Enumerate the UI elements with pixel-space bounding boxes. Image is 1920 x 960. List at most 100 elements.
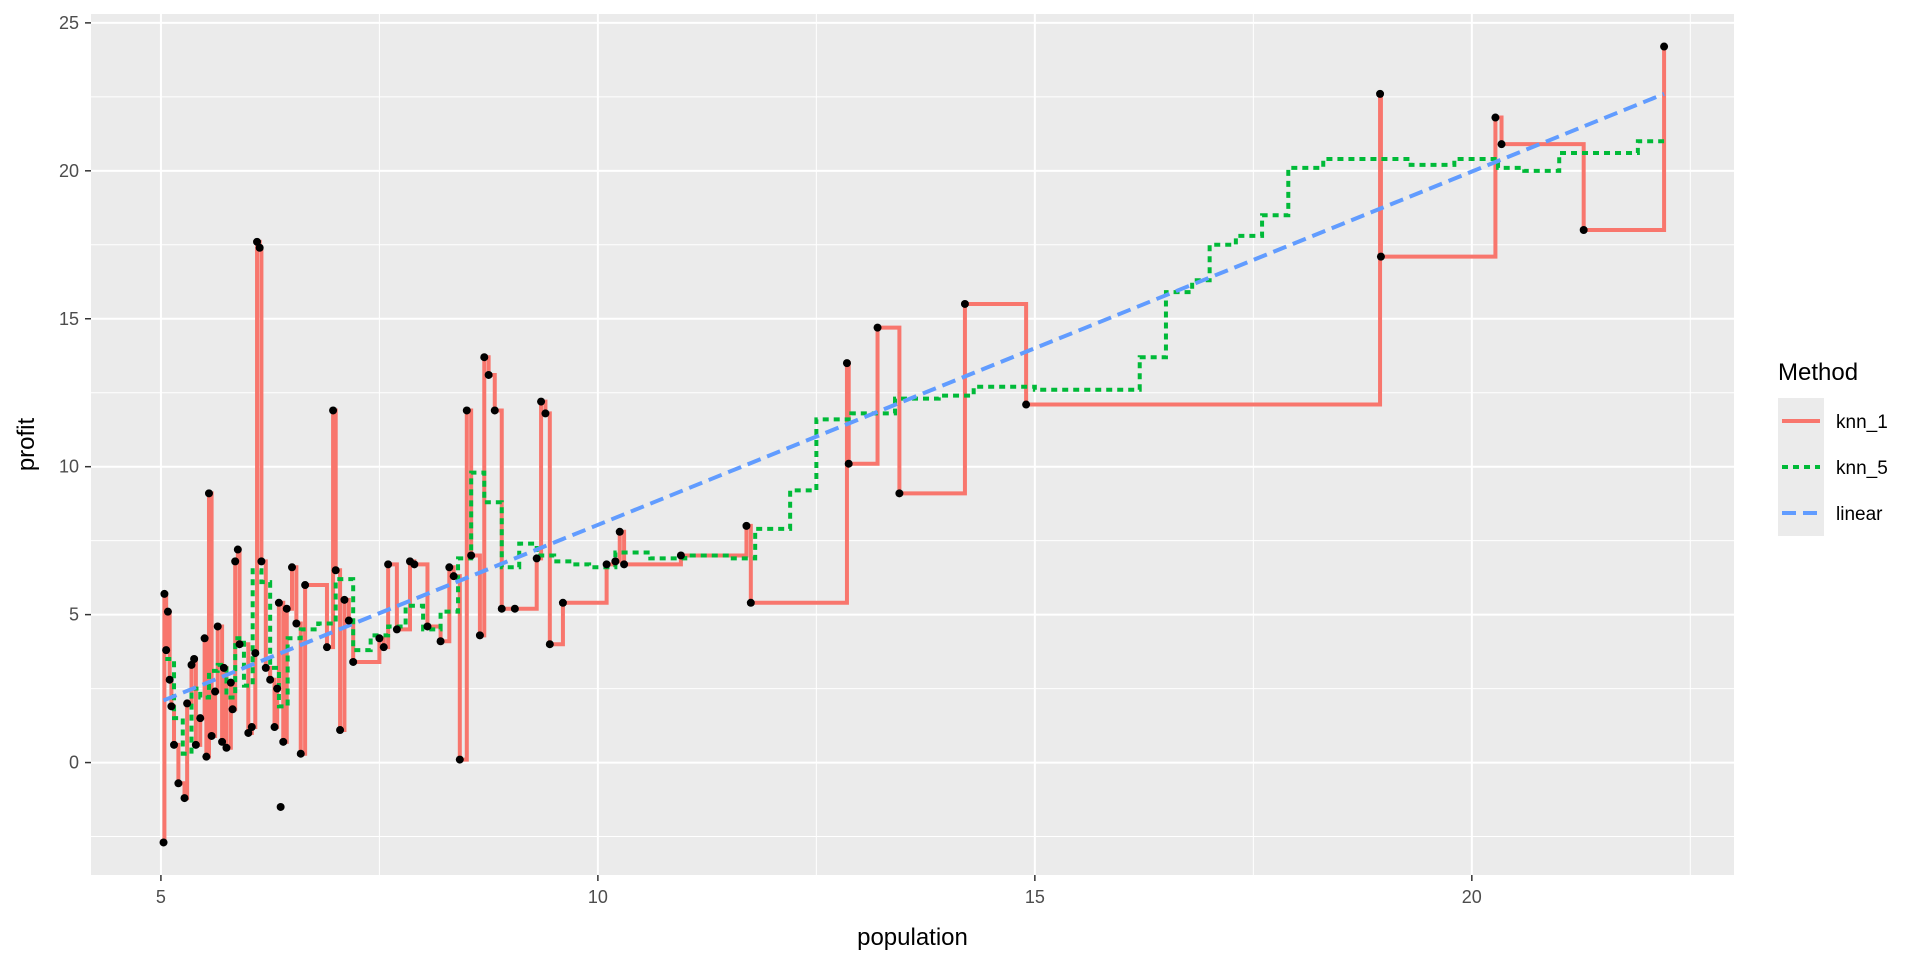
data-point bbox=[163, 607, 172, 616]
data-point bbox=[196, 714, 205, 723]
y-axis-title: profit bbox=[13, 417, 40, 471]
data-point bbox=[279, 737, 288, 746]
data-point bbox=[1022, 400, 1031, 409]
data-point bbox=[844, 459, 853, 468]
data-point bbox=[558, 598, 567, 607]
data-point bbox=[301, 581, 310, 590]
data-point bbox=[611, 557, 620, 566]
data-point bbox=[423, 622, 432, 631]
data-point bbox=[436, 637, 445, 646]
data-point bbox=[261, 663, 270, 672]
data-point bbox=[475, 631, 484, 640]
x-tick-label: 15 bbox=[1025, 887, 1045, 907]
legend-label-knn-5: knn_5 bbox=[1836, 458, 1888, 479]
data-point bbox=[247, 723, 256, 732]
data-point bbox=[497, 604, 506, 613]
data-point bbox=[274, 598, 283, 607]
data-point bbox=[344, 616, 353, 625]
x-tick-label: 5 bbox=[156, 887, 166, 907]
data-point bbox=[392, 625, 401, 634]
data-point bbox=[1660, 42, 1669, 51]
data-point bbox=[1497, 140, 1506, 149]
data-point bbox=[742, 521, 751, 530]
axis-ticks bbox=[85, 22, 1473, 881]
data-point bbox=[174, 779, 183, 788]
legend-label-linear: linear bbox=[1836, 504, 1883, 525]
data-point bbox=[190, 655, 199, 664]
data-point bbox=[160, 589, 169, 598]
data-point bbox=[218, 737, 227, 746]
data-point bbox=[296, 749, 305, 758]
data-point bbox=[162, 646, 171, 655]
points-layer bbox=[159, 42, 1669, 847]
data-point bbox=[340, 595, 349, 604]
data-point bbox=[1491, 113, 1500, 122]
data-point bbox=[462, 406, 471, 415]
data-point bbox=[484, 370, 493, 379]
y-tick-label: 10 bbox=[59, 457, 79, 477]
y-tick-label: 20 bbox=[59, 161, 79, 181]
data-point bbox=[204, 489, 213, 498]
data-point bbox=[288, 563, 297, 572]
data-point bbox=[191, 740, 200, 749]
data-point bbox=[384, 560, 393, 569]
data-point bbox=[292, 619, 301, 628]
data-point bbox=[167, 702, 176, 711]
x-axis-title: population bbox=[857, 924, 968, 951]
data-point bbox=[219, 663, 228, 672]
data-point bbox=[255, 243, 264, 252]
axis-tick-labels: 5 10 15 20 0 5 10 15 20 25 bbox=[59, 13, 1482, 907]
data-point bbox=[183, 699, 192, 708]
data-point bbox=[282, 604, 291, 613]
data-point bbox=[226, 678, 235, 687]
data-point bbox=[545, 640, 554, 649]
data-point bbox=[222, 743, 231, 752]
data-point bbox=[276, 802, 285, 811]
data-point bbox=[244, 728, 253, 737]
data-point bbox=[842, 359, 851, 368]
legend-label-knn-1: knn_1 bbox=[1836, 412, 1888, 433]
legend-title: Method bbox=[1778, 359, 1858, 386]
data-point bbox=[329, 406, 338, 415]
x-tick-label: 20 bbox=[1462, 887, 1482, 907]
data-point bbox=[541, 409, 550, 418]
data-point bbox=[170, 740, 179, 749]
data-point bbox=[270, 723, 279, 732]
data-point bbox=[251, 649, 260, 658]
data-point bbox=[202, 752, 211, 761]
data-point bbox=[490, 406, 499, 415]
data-point bbox=[676, 551, 685, 560]
data-point bbox=[266, 675, 275, 684]
grid-major bbox=[91, 14, 1734, 875]
data-point bbox=[480, 353, 489, 362]
data-point bbox=[235, 640, 244, 649]
y-tick-label: 5 bbox=[69, 605, 79, 625]
data-point bbox=[620, 560, 629, 569]
data-point bbox=[1376, 252, 1385, 261]
data-point bbox=[331, 566, 340, 575]
data-point bbox=[449, 572, 458, 581]
data-point bbox=[213, 622, 222, 631]
data-point bbox=[257, 557, 266, 566]
data-point bbox=[322, 643, 331, 652]
data-point bbox=[233, 545, 242, 554]
data-point bbox=[615, 527, 624, 536]
data-point bbox=[180, 794, 189, 803]
data-point bbox=[336, 726, 345, 735]
y-tick-label: 0 bbox=[69, 753, 79, 773]
data-point bbox=[510, 604, 519, 613]
data-point bbox=[960, 299, 969, 308]
data-point bbox=[379, 643, 388, 652]
data-point bbox=[445, 563, 454, 572]
data-point bbox=[410, 560, 419, 569]
data-point bbox=[1376, 89, 1385, 98]
data-point bbox=[532, 554, 541, 563]
data-point bbox=[467, 551, 476, 560]
y-tick-label: 15 bbox=[59, 309, 79, 329]
data-point bbox=[200, 634, 209, 643]
series-line-linear bbox=[162, 92, 1665, 703]
data-point bbox=[873, 323, 882, 332]
